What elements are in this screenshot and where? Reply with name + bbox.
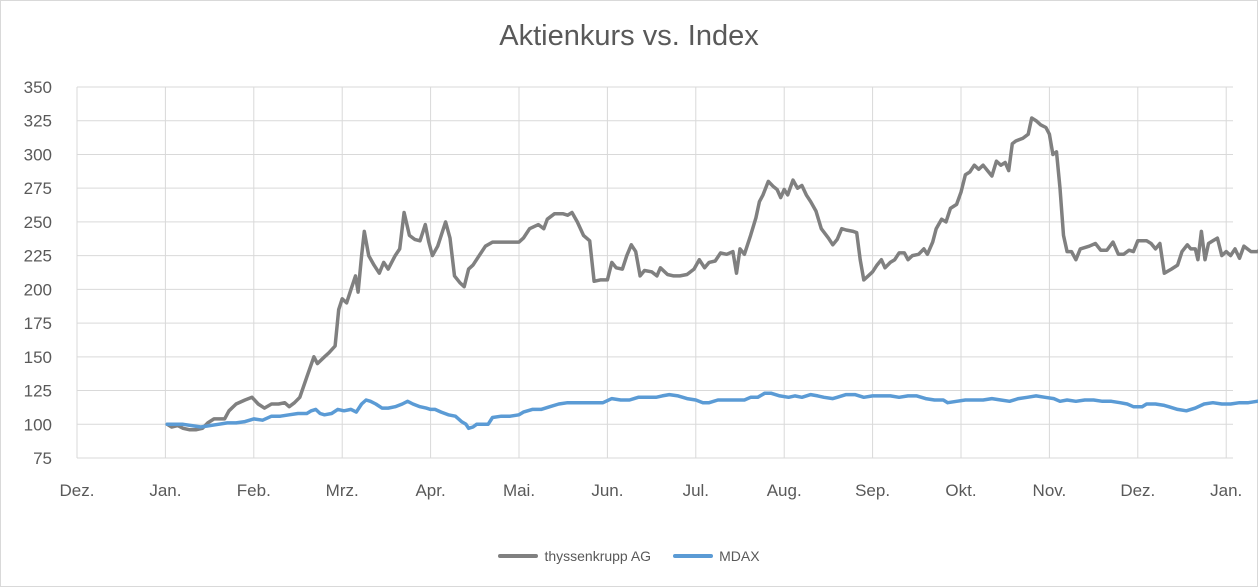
y-tick-label: 150 xyxy=(24,348,52,367)
series-line-0 xyxy=(165,116,1258,432)
x-tick-label: Mrz. xyxy=(326,481,359,500)
grid xyxy=(76,86,1233,459)
x-tick-label: Aug. xyxy=(767,481,802,500)
x-tick-label: Dez. xyxy=(60,481,95,500)
x-tick-label: Okt. xyxy=(945,481,976,500)
y-axis: 75 100 125 150 175 200 225 250 275 300 325 350 xyxy=(24,78,52,468)
x-tick-label: Jun. xyxy=(591,481,623,500)
legend-label: MDAX xyxy=(719,548,760,564)
series-lines xyxy=(165,116,1258,432)
y-tick-label: 325 xyxy=(24,112,52,131)
legend: thyssenkrupp AG MDAX xyxy=(0,548,1258,564)
x-tick-label: Jul. xyxy=(683,481,709,500)
series-line-1 xyxy=(165,391,1258,431)
x-tick-label: Jan. xyxy=(1210,481,1242,500)
y-tick-label: 125 xyxy=(24,382,52,401)
chart-title: Aktienkurs vs. Index xyxy=(499,20,759,52)
y-tick-label: 100 xyxy=(24,415,52,434)
x-axis: Dez. Jan. Feb. Mrz. Apr. Mai. Jun. Jul. Aug. Sep.… xyxy=(60,481,1243,500)
y-tick-label: 350 xyxy=(24,78,52,97)
y-tick-label: 75 xyxy=(33,449,52,468)
x-tick-label: Apr. xyxy=(415,481,445,500)
y-tick-label: 225 xyxy=(24,247,52,266)
x-tick-label: Feb. xyxy=(237,481,271,500)
x-tick-label: Mai. xyxy=(503,481,535,500)
y-tick-label: 275 xyxy=(24,179,52,198)
y-tick-label: 300 xyxy=(24,145,52,164)
y-tick-label: 200 xyxy=(24,280,52,299)
x-tick-label: Sep. xyxy=(855,481,890,500)
y-tick-label: 175 xyxy=(24,314,52,333)
legend-item-thyssenkrupp: thyssenkrupp AG xyxy=(498,548,651,564)
legend-swatch xyxy=(673,554,714,558)
x-tick-label: Jan. xyxy=(149,481,181,500)
legend-swatch xyxy=(498,554,539,558)
legend-label: thyssenkrupp AG xyxy=(544,548,652,564)
x-tick-label: Dez. xyxy=(1120,481,1155,500)
x-tick-label: Nov. xyxy=(1033,481,1067,500)
legend-item-mdax: MDAX xyxy=(673,548,760,564)
y-tick-label: 250 xyxy=(24,213,52,232)
